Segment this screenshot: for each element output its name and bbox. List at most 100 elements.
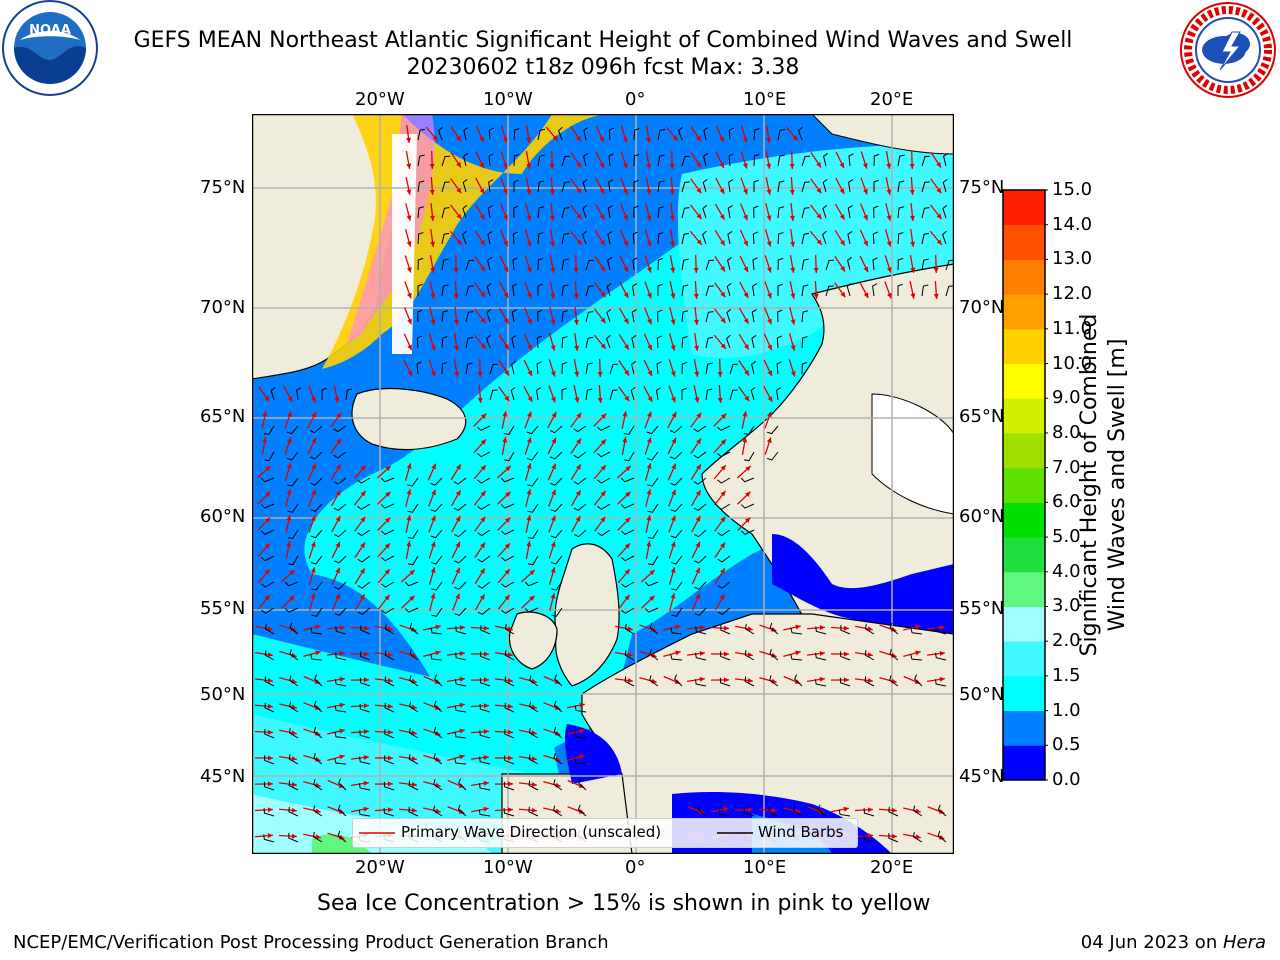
wave-direction-arrowhead: [267, 781, 273, 787]
wind-barb: [705, 388, 713, 401]
wave-direction-arrowhead: [600, 465, 606, 471]
wind-barb: [480, 651, 491, 661]
wave-direction-arrowhead: [670, 371, 676, 377]
wave-direction-arrowhead: [573, 319, 579, 325]
wind-barb: [578, 778, 587, 791]
footer-date: 04 Jun 2023 on: [1080, 932, 1223, 953]
wind-barb: [728, 153, 734, 167]
wind-barb: [720, 625, 731, 635]
wave-direction-arrowhead: [723, 677, 729, 683]
wave-direction-arrowhead: [767, 292, 772, 299]
wind-barb: [753, 153, 760, 167]
wave-direction-arrowhead: [624, 517, 631, 523]
wave-direction-arrowhead: [526, 189, 532, 195]
wind-barb: [693, 503, 707, 512]
wind-barb: [561, 258, 569, 271]
wind-barb: [897, 232, 904, 245]
wave-direction-arrowhead: [627, 678, 633, 683]
wind-barb: [441, 181, 450, 193]
wind-barb: [633, 128, 640, 141]
wave-direction-arrowhead: [839, 214, 845, 220]
colorbar-tick-label: 0.0: [1052, 769, 1081, 790]
wind-barb: [695, 626, 707, 635]
wind-barb: [417, 180, 425, 193]
wave-direction-arrowhead: [311, 515, 316, 522]
wind-barb: [631, 361, 636, 375]
wave-direction-arrowhead: [384, 569, 390, 575]
wind-barb: [705, 336, 714, 349]
wave-direction-arrowhead: [647, 370, 653, 377]
legend-wind-barbs-label: Wind Barbs: [758, 823, 844, 841]
wave-direction-arrowhead: [623, 240, 628, 247]
colorbar-tick-label: 3.0: [1052, 595, 1081, 617]
wind-barb: [550, 451, 563, 460]
wave-direction-arrowhead: [647, 396, 653, 402]
wave-direction-arrowhead: [550, 241, 556, 247]
wind-barb: [910, 627, 923, 635]
wind-barb: [624, 650, 635, 661]
wind-barb: [935, 652, 947, 661]
wave-direction-arrowhead: [671, 396, 676, 403]
wave-direction-arrowhead: [646, 437, 652, 443]
wave-direction-arrowhead: [745, 491, 751, 498]
wind-barb: [384, 623, 395, 635]
wind-barb: [647, 503, 659, 513]
wave-direction-arrowhead: [816, 213, 822, 220]
lat-label-left-55n: 55°N: [200, 598, 246, 619]
wave-direction-arrowhead: [504, 369, 510, 376]
wave-direction-arrowhead: [483, 806, 489, 812]
wave-direction-arrowhead: [267, 755, 273, 761]
wave-direction-arrowhead: [502, 437, 508, 443]
wind-barb: [537, 128, 546, 141]
wave-direction-arrowhead: [818, 809, 825, 814]
wave-direction-arrowhead: [363, 677, 369, 683]
wave-direction-arrowhead: [291, 730, 297, 736]
wave-direction-arrowhead: [819, 676, 825, 682]
wave-direction-arrowhead: [504, 395, 510, 402]
wind-barb: [912, 831, 923, 843]
wind-barb: [384, 755, 395, 765]
wind-barb: [537, 180, 545, 193]
wave-direction-arrowhead: [816, 239, 822, 245]
wind-barb: [454, 555, 467, 564]
wind-barb: [454, 607, 467, 617]
wave-direction-arrowhead: [646, 241, 652, 247]
wind-barb: [583, 127, 589, 141]
wave-direction-arrowhead: [480, 542, 486, 549]
wind-barb: [310, 503, 323, 513]
wave-direction-arrowhead: [574, 371, 580, 377]
wave-direction-arrowhead: [743, 266, 749, 273]
wave-direction-arrowhead: [650, 626, 657, 632]
wind-barb: [815, 626, 827, 635]
wind-barb: [465, 336, 474, 349]
wave-direction-arrowhead: [411, 730, 417, 736]
wind-barb: [727, 205, 733, 219]
wave-direction-arrowhead: [789, 215, 795, 221]
colorbar-tick-label: 7.0: [1052, 456, 1081, 478]
wave-direction-arrowhead: [622, 163, 628, 169]
wind-barb: [766, 451, 779, 461]
wave-direction-arrowhead: [503, 214, 508, 221]
wind-barb: [751, 335, 757, 349]
wind-barb: [726, 308, 732, 323]
wind-barb: [703, 153, 708, 167]
wind-barb: [670, 627, 683, 635]
wind-barb: [408, 754, 419, 765]
wave-direction-arrowhead: [459, 728, 465, 734]
wind-barb: [945, 259, 954, 271]
wave-direction-arrowhead: [720, 490, 726, 497]
wind-barb: [573, 477, 587, 485]
title-line-2: 20230602 t18z 096h fcst Max: 3.38: [406, 55, 800, 80]
wave-direction-arrowhead: [578, 809, 585, 814]
wind-barb: [526, 451, 539, 461]
wind-barb: [409, 701, 419, 713]
wave-direction-arrowhead: [575, 516, 581, 522]
wind-barb: [777, 283, 783, 296]
wind-barb: [384, 650, 395, 661]
wave-direction-arrowhead: [576, 161, 582, 168]
wind-barb: [597, 503, 611, 510]
wind-barb: [848, 153, 854, 167]
wind-barb: [463, 127, 469, 141]
wave-direction-arrowhead: [840, 291, 846, 298]
wind-barb: [801, 232, 810, 245]
